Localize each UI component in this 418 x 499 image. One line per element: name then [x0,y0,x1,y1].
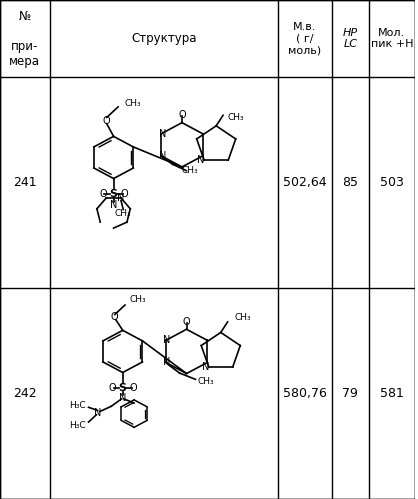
Text: HP
LC: HP LC [343,28,358,49]
Text: 581: 581 [380,387,404,400]
Text: 580,76: 580,76 [283,387,326,400]
Text: 503: 503 [380,176,404,189]
Text: 79: 79 [342,387,358,400]
Text: 85: 85 [342,176,358,189]
Text: Структура: Структура [131,32,196,45]
Text: 502,64: 502,64 [283,176,326,189]
Text: Мол.
пик +H: Мол. пик +H [370,28,413,49]
Text: №

при-
мера: № при- мера [9,9,41,68]
Text: М.в.
( г/
моль): М.в. ( г/ моль) [288,22,321,55]
Text: 241: 241 [13,176,37,189]
Text: 242: 242 [13,387,37,400]
